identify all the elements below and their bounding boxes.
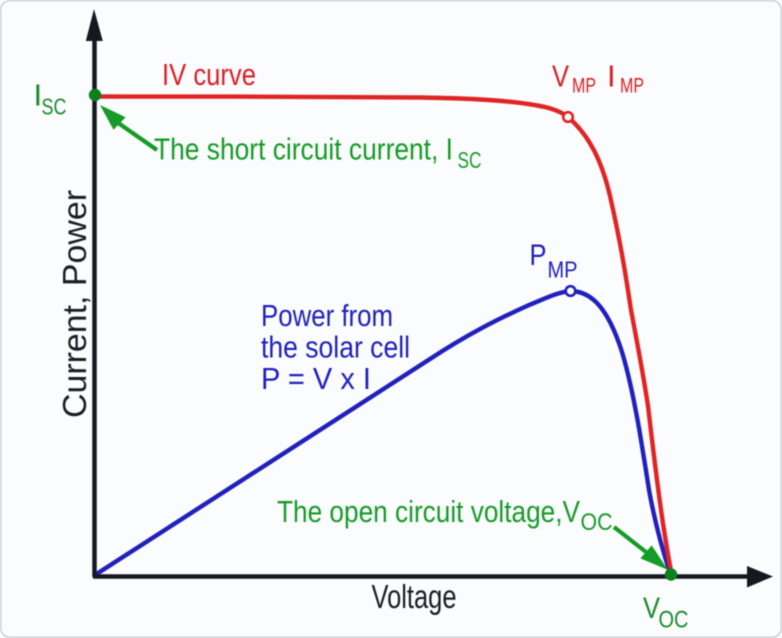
svg-text:I: I — [607, 59, 616, 94]
svg-text:Current, Power: Current, Power — [56, 190, 93, 418]
svg-text:SC: SC — [42, 94, 67, 120]
svg-text:the solar cell: the solar cell — [261, 330, 410, 365]
svg-text:P = V x I: P = V x I — [261, 361, 371, 396]
svg-text:I: I — [34, 78, 43, 113]
svg-text:IV curve: IV curve — [162, 57, 256, 92]
svg-text:V: V — [643, 592, 660, 625]
svg-text:OC: OC — [581, 509, 613, 536]
svg-text:MP: MP — [572, 75, 596, 98]
svg-text:Voltage: Voltage — [372, 578, 457, 615]
svg-text:MP: MP — [548, 257, 578, 283]
svg-text:The short circuit current, I: The short circuit current, I — [154, 132, 453, 167]
svg-text:The open circuit voltage,V: The open circuit voltage,V — [277, 494, 580, 529]
svg-text:MP: MP — [620, 75, 644, 98]
svg-text:V: V — [552, 59, 569, 94]
svg-text:OC: OC — [659, 607, 689, 634]
svg-text:Power from: Power from — [261, 298, 393, 333]
svg-text:SC: SC — [458, 147, 482, 173]
svg-text:P: P — [530, 239, 547, 272]
